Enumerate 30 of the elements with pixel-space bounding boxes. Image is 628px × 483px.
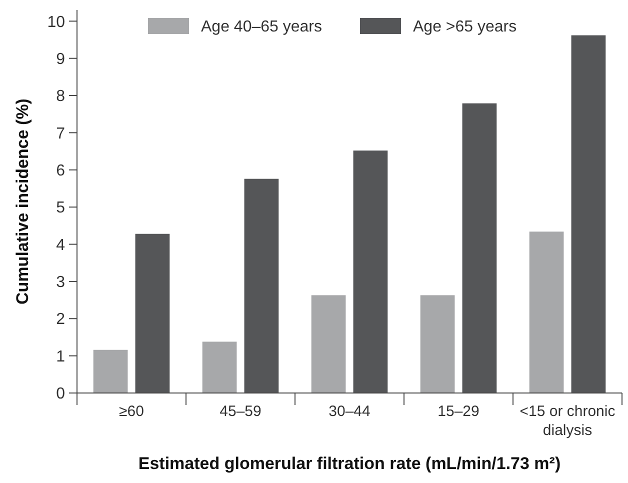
y-tick-label: 3 xyxy=(56,274,66,292)
bar xyxy=(420,295,455,393)
y-tick-label: 0 xyxy=(56,386,66,403)
bar xyxy=(202,342,237,393)
legend-label: Age 40–65 years xyxy=(201,18,322,36)
y-tick-label: 9 xyxy=(56,50,66,68)
y-tick-label: 10 xyxy=(47,14,66,31)
x-tick-label: 30–44 xyxy=(328,403,370,420)
y-tick-label: 6 xyxy=(56,162,66,180)
bar xyxy=(135,234,170,393)
x-tick-label: 45–59 xyxy=(220,403,262,420)
bar xyxy=(353,150,388,393)
bar xyxy=(244,178,279,393)
y-tick-label: 5 xyxy=(56,200,66,217)
bar xyxy=(571,35,606,393)
x-tick-label: 15–29 xyxy=(438,403,480,420)
x-tick-label: <15 or chronic dialysis xyxy=(520,403,616,439)
bar xyxy=(311,295,346,393)
y-tick-label: 1 xyxy=(56,348,66,366)
legend-label: Age >65 years xyxy=(413,18,517,36)
y-tick-label: 8 xyxy=(56,88,66,106)
bar xyxy=(462,103,497,393)
y-axis-title: Cumulative incidence (%) xyxy=(13,98,32,304)
x-tick-label: ≥60 xyxy=(119,403,144,420)
y-tick-label: 2 xyxy=(56,311,66,328)
x-axis-title: Estimated glomerular filtration rate (mL/min/1.73 m²) xyxy=(138,454,561,473)
bar xyxy=(93,350,128,393)
y-tick-label: 4 xyxy=(56,236,66,254)
bar xyxy=(529,232,564,393)
y-tick-label: 7 xyxy=(56,125,66,142)
